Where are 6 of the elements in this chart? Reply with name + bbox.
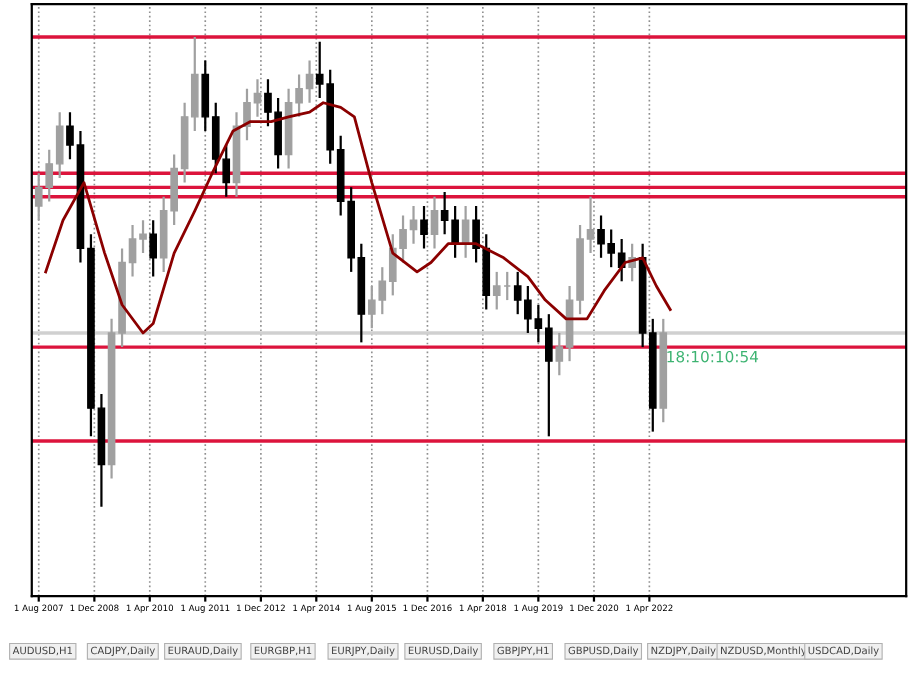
candlestick bbox=[472, 205, 480, 264]
candlestick bbox=[482, 233, 491, 311]
candlestick bbox=[222, 143, 231, 198]
candlestick bbox=[430, 195, 439, 250]
candlestick bbox=[149, 219, 158, 278]
candlestick bbox=[420, 205, 428, 250]
